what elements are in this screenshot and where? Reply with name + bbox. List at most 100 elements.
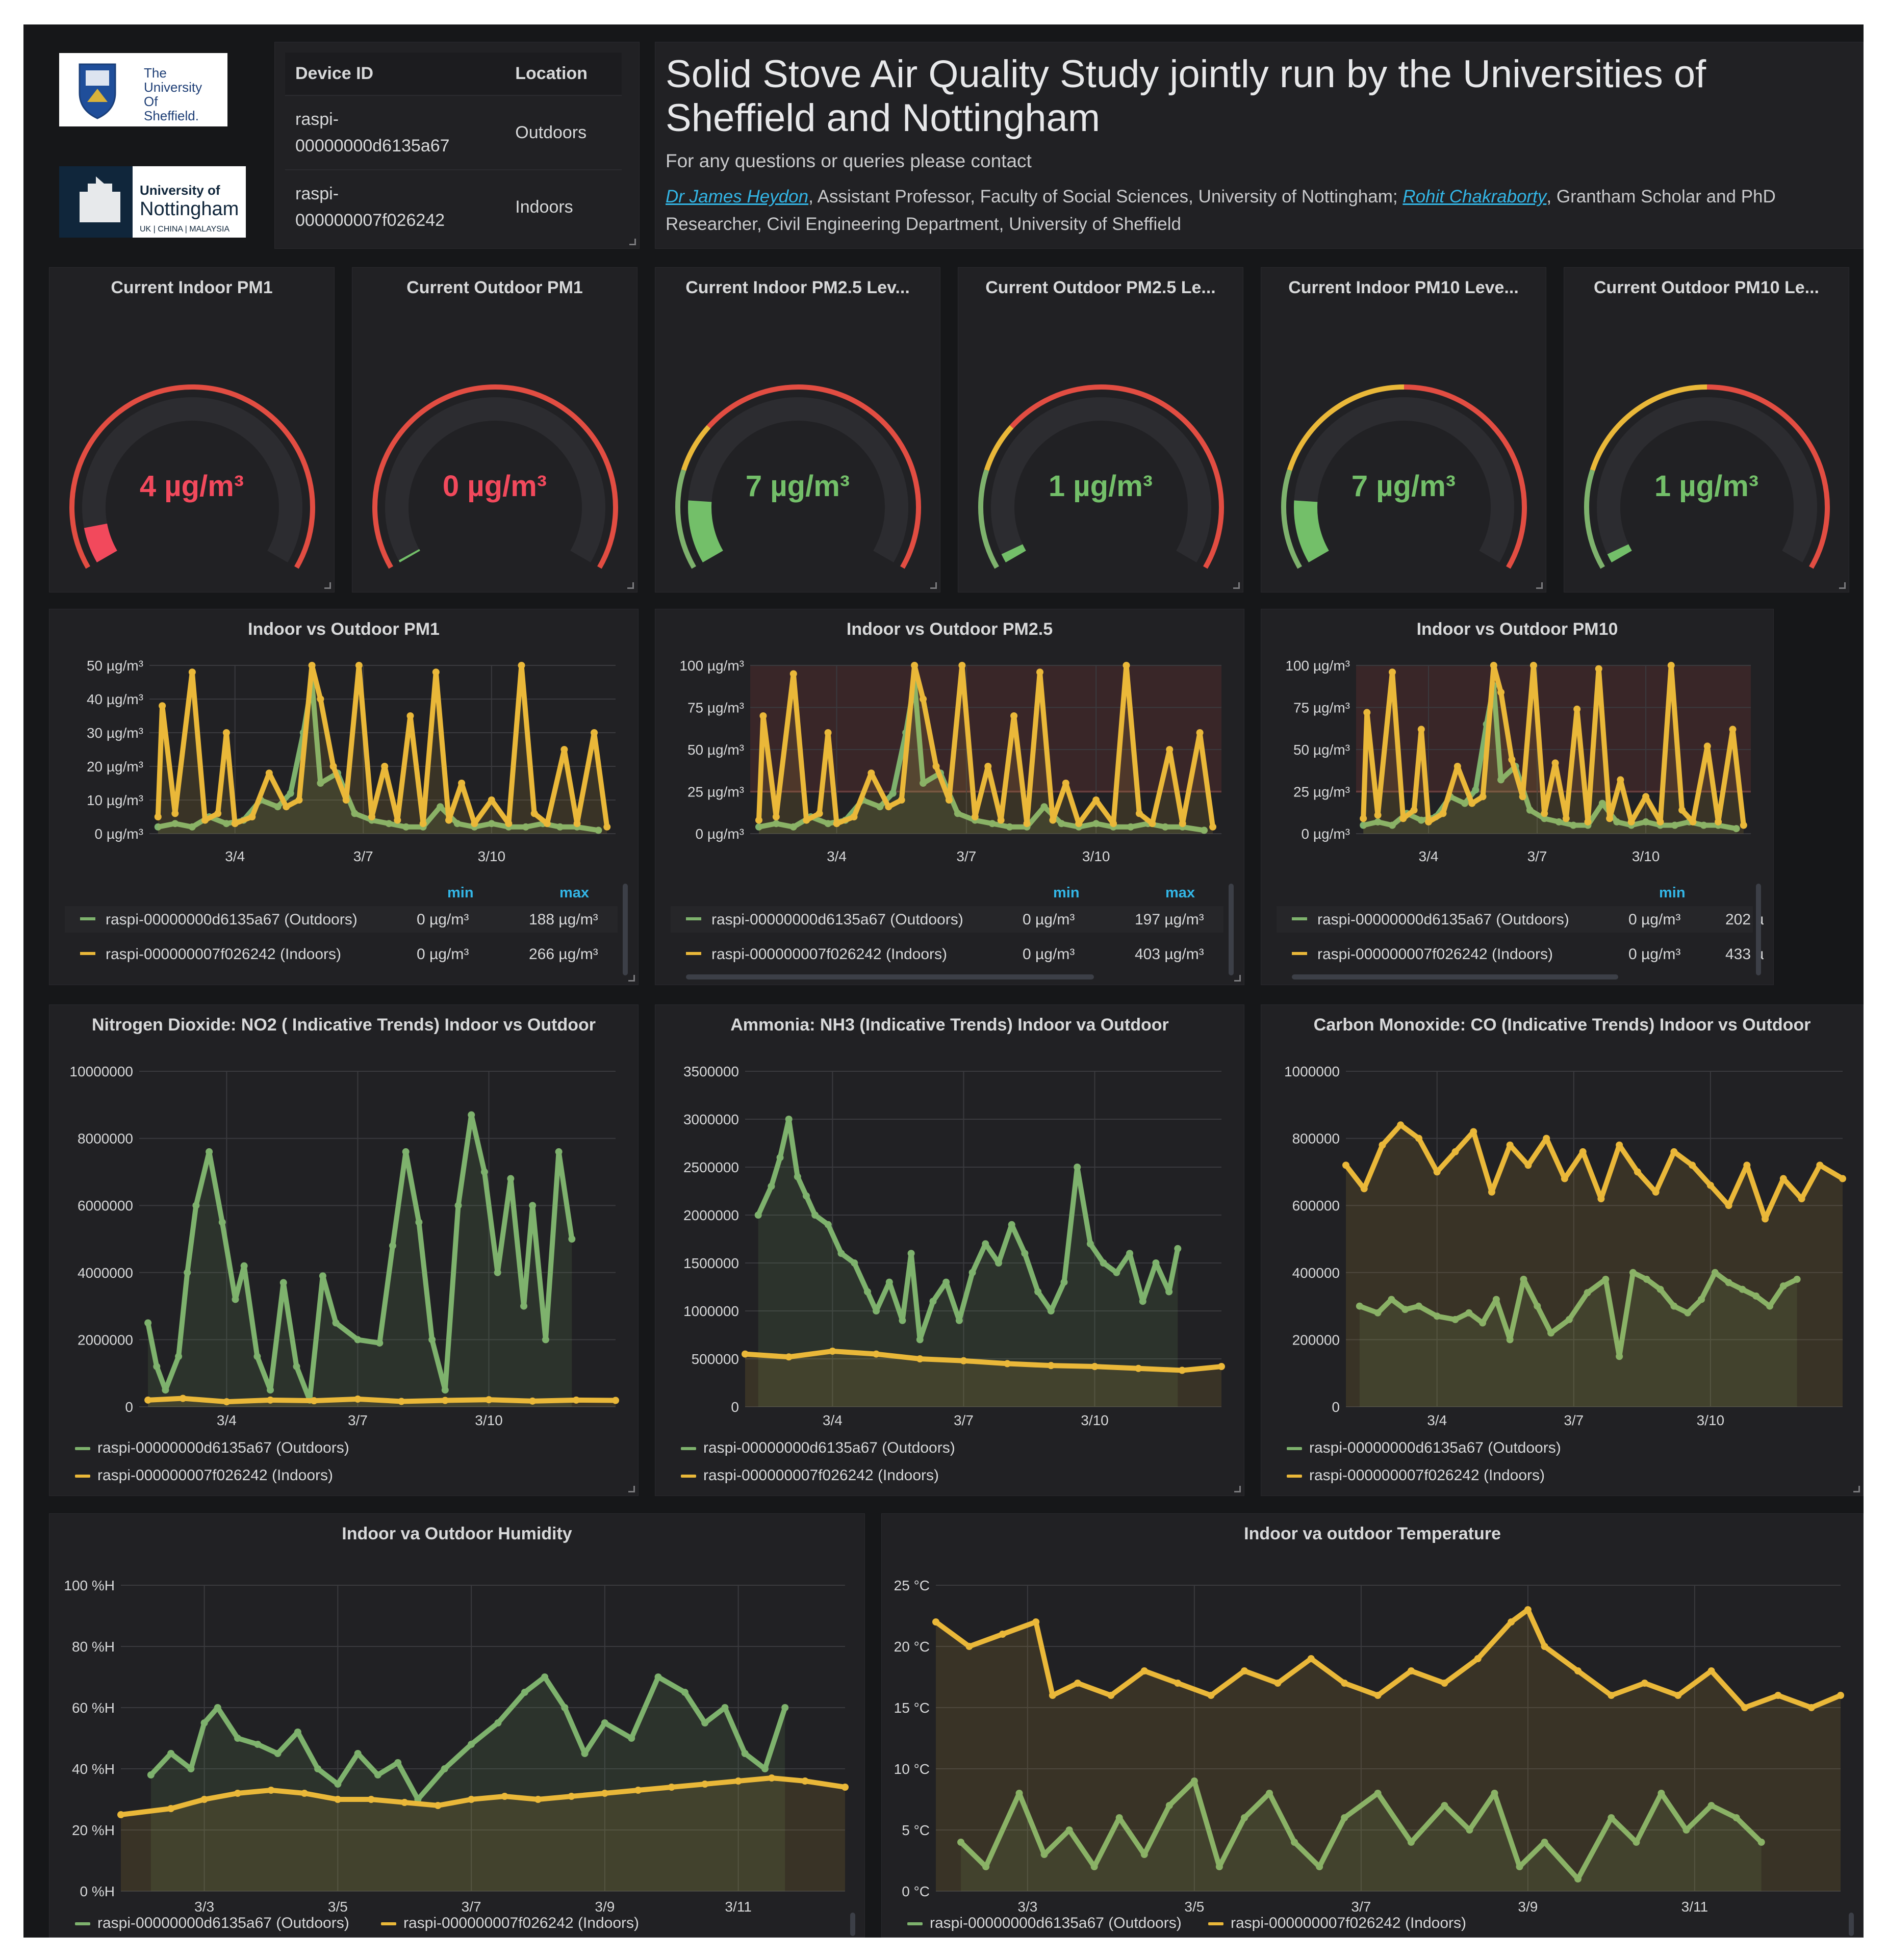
legend-max-indoor: 266 µg/m³ <box>529 946 598 963</box>
resize-handle[interactable] <box>1234 1486 1241 1492</box>
legend-item-indoor[interactable]: raspi-000000007f026242 (Indoors) <box>381 1915 639 1932</box>
legend-item-indoor[interactable]: raspi-000000007f026242 (Indoors) <box>75 1467 333 1484</box>
x-tick-label: 3/4 <box>1427 1412 1447 1428</box>
data-point-indoor <box>603 823 611 831</box>
data-point-indoor <box>701 1781 709 1788</box>
legend-scrollbar[interactable] <box>1756 884 1761 975</box>
gauge-track <box>1597 397 1817 562</box>
data-point-indoor <box>1816 1162 1824 1169</box>
resize-handle[interactable] <box>1233 582 1240 589</box>
data-point-outdoor <box>1417 816 1425 824</box>
resize-handle[interactable] <box>1839 582 1846 589</box>
data-point-outdoor <box>1584 1289 1591 1297</box>
data-point-outdoor <box>187 1765 195 1772</box>
legend-row-outdoor[interactable]: raspi-00000000d6135a67 (Outdoors) 0 µg/m… <box>671 906 1223 933</box>
legend-row-indoor[interactable]: raspi-000000007f026242 (Indoors) 0 µg/m³… <box>1277 941 1764 967</box>
data-point-indoor <box>171 810 179 817</box>
data-point-outdoor <box>144 1319 152 1327</box>
resize-handle[interactable] <box>628 975 635 982</box>
resize-handle[interactable] <box>324 582 331 589</box>
series-area-indoor <box>1346 1125 1843 1407</box>
data-point-indoor <box>1506 1141 1514 1149</box>
legend-item-indoor[interactable]: raspi-000000007f026242 (Indoors) <box>1287 1467 1545 1484</box>
data-point-outdoor <box>785 1116 793 1123</box>
data-point-indoor <box>398 1398 405 1405</box>
y-tick-label: 25 µg/m³ <box>687 784 744 800</box>
resize-handle[interactable] <box>627 582 634 589</box>
legend-max-header[interactable]: max <box>559 885 590 901</box>
legend-scrollbar[interactable] <box>623 884 628 975</box>
legend-min-header[interactable]: min <box>1659 885 1686 901</box>
dashboard: The University Of Sheffield. University … <box>23 24 1864 1938</box>
data-point-outdoor <box>334 1781 342 1788</box>
x-tick-label: 3/4 <box>827 848 847 864</box>
device-id-part2: 000000007f026242 <box>295 211 445 230</box>
legend-item-outdoor[interactable]: raspi-00000000d6135a67 (Outdoors) <box>681 1439 955 1457</box>
legend-item-outdoor[interactable]: raspi-00000000d6135a67 (Outdoors) <box>1287 1439 1561 1457</box>
resize-handle[interactable] <box>1234 975 1241 982</box>
contact-link-chakraborty[interactable]: Rohit Chakraborty <box>1402 187 1547 207</box>
legend-item-outdoor[interactable]: raspi-00000000d6135a67 (Outdoors) <box>907 1915 1182 1932</box>
data-point-outdoor <box>1415 1302 1422 1310</box>
data-point-outdoor <box>1574 1875 1582 1882</box>
legend-hscrollbar[interactable] <box>686 974 1094 979</box>
data-point-outdoor <box>1356 1302 1363 1310</box>
data-point-outdoor <box>453 820 461 828</box>
data-point-indoor <box>441 1397 449 1404</box>
x-tick-label: 3/3 <box>1017 1899 1037 1912</box>
data-point-indoor <box>1341 1680 1348 1687</box>
resize-handle[interactable] <box>628 1486 635 1492</box>
data-point-indoor <box>1551 759 1559 767</box>
data-point-indoor <box>265 769 273 777</box>
y-tick-label: 10000000 <box>69 1064 133 1079</box>
legend-scrollbar[interactable] <box>1229 884 1234 975</box>
data-point-indoor <box>1360 1185 1368 1193</box>
data-point-outdoor <box>488 820 495 828</box>
gauge-panel: Current Outdoor PM10 Le... 1 µg/m³ <box>1564 267 1849 592</box>
legend-row-outdoor[interactable]: raspi-00000000d6135a67 (Outdoors) 0 µg/m… <box>65 906 618 933</box>
data-point-indoor <box>1807 1704 1815 1711</box>
legend-min-header[interactable]: min <box>447 885 474 901</box>
data-point-outdoor <box>494 1269 501 1276</box>
y-tick-label: 0 µg/m³ <box>1302 826 1350 842</box>
legend-scrollbar[interactable] <box>1849 1913 1854 1936</box>
data-point-outdoor <box>354 1750 362 1757</box>
legend-row-indoor[interactable]: raspi-000000007f026242 (Indoors) 0 µg/m³… <box>671 941 1223 967</box>
data-point-outdoor <box>441 1386 449 1394</box>
y-tick-label: 0 <box>731 1399 739 1415</box>
device-table-panel: Device ID Location raspi- 00000000d6135a6… <box>274 42 640 249</box>
legend-scrollbar[interactable] <box>850 1913 855 1936</box>
sheffield-logo-line4: Sheffield. <box>144 108 199 123</box>
location-header[interactable]: Location <box>505 53 622 95</box>
legend-row-indoor[interactable]: raspi-000000007f026242 (Indoors) 0 µg/m³… <box>65 941 618 967</box>
data-point-outdoor <box>929 1298 937 1305</box>
data-point-indoor <box>965 1643 973 1650</box>
data-point-indoor <box>1519 793 1526 801</box>
legend-max-header[interactable]: max <box>1165 885 1195 901</box>
legend-min-indoor: 0 µg/m³ <box>1023 946 1075 963</box>
data-point-indoor <box>1642 793 1650 801</box>
legend-min-header[interactable]: min <box>1053 885 1080 901</box>
resize-handle[interactable] <box>1536 582 1543 589</box>
resize-handle[interactable] <box>930 582 937 589</box>
device-id-header[interactable]: Device ID <box>285 53 505 95</box>
contact-link-heydon[interactable]: Dr James Heydon <box>666 187 809 207</box>
x-tick-label: 3/11 <box>1681 1899 1708 1912</box>
resize-handle[interactable] <box>1853 1486 1860 1492</box>
legend-min-outdoor: 0 µg/m³ <box>417 911 469 928</box>
resize-handle[interactable] <box>629 239 636 245</box>
data-point-outdoor <box>681 1689 688 1696</box>
legend-item-indoor[interactable]: raspi-000000007f026242 (Indoors) <box>681 1467 939 1484</box>
legend-item-outdoor[interactable]: raspi-00000000d6135a67 (Outdoors) <box>75 1915 349 1932</box>
legend-item-indoor[interactable]: raspi-000000007f026242 (Indoors) <box>1208 1915 1466 1932</box>
humidity-chart: 0 %H 20 %H 40 %H 60 %H 80 %H 100 %H 3/3 3/5 3/7 3… <box>64 1578 849 1912</box>
co-chart: 0 200000 400000 600000 800000 1000000 3/4 3/7 3/… <box>1284 1064 1846 1428</box>
x-tick-label: 3/7 <box>1527 848 1547 864</box>
legend-item-outdoor[interactable]: raspi-00000000d6135a67 (Outdoors) <box>75 1439 349 1457</box>
legend-hscrollbar[interactable] <box>1292 974 1618 979</box>
y-tick-label: 2000000 <box>683 1207 739 1223</box>
nh3-chart: 0 500000 1000000 1500000 2000000 2500000 30000… <box>683 1064 1225 1428</box>
data-point-outdoor <box>802 1192 810 1200</box>
legend-row-outdoor[interactable]: raspi-00000000d6135a67 (Outdoors) 0 µg/m… <box>1277 906 1764 933</box>
data-point-outdoor <box>1752 1292 1760 1300</box>
